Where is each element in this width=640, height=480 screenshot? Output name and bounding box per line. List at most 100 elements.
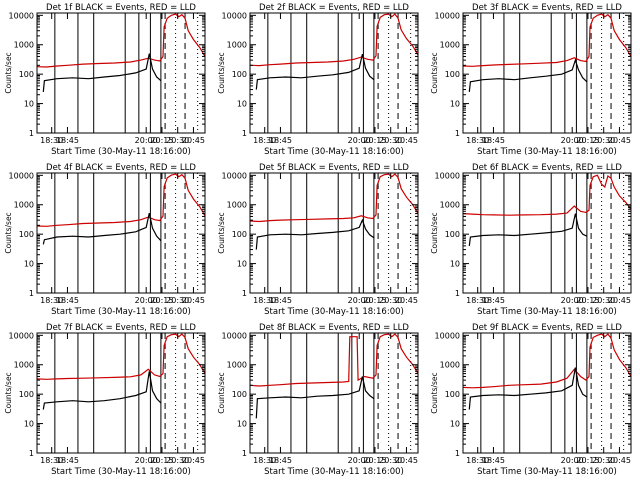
x-tick-label: 20:00 [135,136,158,145]
x-tick-label: 20:30 [379,136,402,145]
y-tick-label: 10000 [435,11,460,20]
plot-frame [36,332,206,454]
panel-title: Det 7f BLACK = Events, RED = LLD [46,323,196,333]
x-tick-label: 18:30 [253,136,276,145]
series-line-red [462,174,632,216]
x-axis-label: Start Time (30-May-11 18:16:00) [51,467,191,477]
y-tick-label: 1 [242,449,247,458]
chart-panel-6: Det 6f BLACK = Events, RED = LLD 1 10 100 10… [430,163,632,317]
plot-frame [462,12,632,134]
chart-panel-9: Det 9f BLACK = Events, RED = LLD 1 10 100 10… [430,323,632,477]
x-tick-label: 20:30 [166,136,189,145]
y-tick-label: 1 [242,289,247,298]
series-line-black [42,53,162,92]
x-tick-label: 20:45 [182,296,205,305]
y-axis-label: Counts/sec [4,372,13,413]
series-line-black [468,58,588,92]
y-axis-label: Counts/sec [430,212,439,253]
x-tick-label: 20:00 [561,456,584,465]
series-line-red [36,173,206,227]
y-tick-label: 10000 [435,331,460,340]
chart-panel-1: Det 1f BLACK = Events, RED = LLD 1 10 100 10… [4,3,206,157]
y-axis-label: Counts/sec [4,52,13,93]
y-tick-label: 1 [455,289,460,298]
x-tick-label: 20:45 [395,136,418,145]
y-tick-label: 1 [455,449,460,458]
x-tick-label: 20:45 [608,296,631,305]
x-tick-label: 18:45 [56,296,79,305]
chart-panel-3: Det 3f BLACK = Events, RED = LLD 1 10 100 10… [430,3,632,157]
x-tick-label: 18:30 [466,456,489,465]
x-tick-label: 18:45 [269,456,292,465]
y-tick-label: 1000 [227,41,247,50]
series-line-red [462,13,632,67]
x-tick-label: 18:45 [482,296,505,305]
plot-frame [249,12,419,134]
series-line-black [42,371,162,410]
x-tick-label: 20:00 [135,456,158,465]
y-tick-label: 10000 [9,11,34,20]
plot-frame [462,332,632,454]
panel-title: Det 3f BLACK = Events, RED = LLD [472,3,622,13]
y-tick-label: 100 [445,70,460,79]
x-tick-label: 20:30 [592,456,615,465]
series-line-red [462,333,632,389]
y-tick-label: 100 [232,70,247,79]
x-tick-label: 20:30 [379,456,402,465]
series-line-red [249,333,419,387]
x-tick-label: 20:15 [150,296,173,305]
x-tick-label: 18:30 [40,456,63,465]
x-tick-label: 18:30 [466,296,489,305]
y-tick-label: 1000 [440,361,460,370]
y-tick-label: 1000 [14,201,34,210]
panel-title: Det 5f BLACK = Events, RED = LLD [259,163,409,173]
x-tick-label: 20:15 [363,136,386,145]
y-tick-label: 100 [232,390,247,399]
y-tick-label: 10000 [9,331,34,340]
x-tick-label: 20:15 [363,296,386,305]
series-line-black [255,53,375,90]
x-tick-label: 20:30 [379,296,402,305]
x-tick-label: 18:30 [253,296,276,305]
y-tick-label: 10 [450,260,460,269]
y-axis-label: Counts/sec [430,372,439,413]
y-tick-label: 1000 [227,361,247,370]
series-line-red [249,13,419,67]
y-tick-label: 1 [455,129,460,138]
series-line-black [468,367,588,410]
y-tick-label: 10000 [222,11,247,20]
series-line-red [36,13,206,68]
chart-panel-8: Det 8f BLACK = Events, RED = LLD 1 10 100 10… [217,323,419,477]
x-tick-label: 20:00 [348,456,371,465]
y-axis-label: Counts/sec [217,52,226,93]
x-tick-label: 20:00 [348,136,371,145]
x-tick-label: 18:30 [40,296,63,305]
x-tick-label: 20:00 [561,296,584,305]
x-tick-label: 20:30 [592,296,615,305]
series-line-black [255,376,375,419]
x-axis-label: Start Time (30-May-11 18:16:00) [51,307,191,317]
x-axis-label: Start Time (30-May-11 18:16:00) [477,467,617,477]
y-tick-label: 10 [237,100,247,109]
y-tick-label: 10 [24,420,34,429]
x-axis-label: Start Time (30-May-11 18:16:00) [477,147,617,157]
x-tick-label: 18:30 [253,456,276,465]
y-tick-label: 100 [19,70,34,79]
y-tick-label: 100 [19,230,34,239]
panel-title: Det 2f BLACK = Events, RED = LLD [259,3,409,13]
y-axis-label: Counts/sec [4,212,13,253]
y-tick-label: 10 [237,420,247,429]
x-axis-label: Start Time (30-May-11 18:16:00) [477,307,617,317]
x-tick-label: 18:45 [482,136,505,145]
plot-frame [462,172,632,294]
x-axis-label: Start Time (30-May-11 18:16:00) [264,147,404,157]
x-tick-label: 20:00 [135,296,158,305]
series-line-red [249,173,419,223]
series-line-black [468,213,588,246]
chart-panel-2: Det 2f BLACK = Events, RED = LLD 1 10 100 10… [217,3,419,157]
x-tick-label: 20:30 [592,136,615,145]
x-tick-label: 20:30 [166,296,189,305]
y-tick-label: 1000 [440,41,460,50]
y-tick-label: 1000 [227,201,247,210]
